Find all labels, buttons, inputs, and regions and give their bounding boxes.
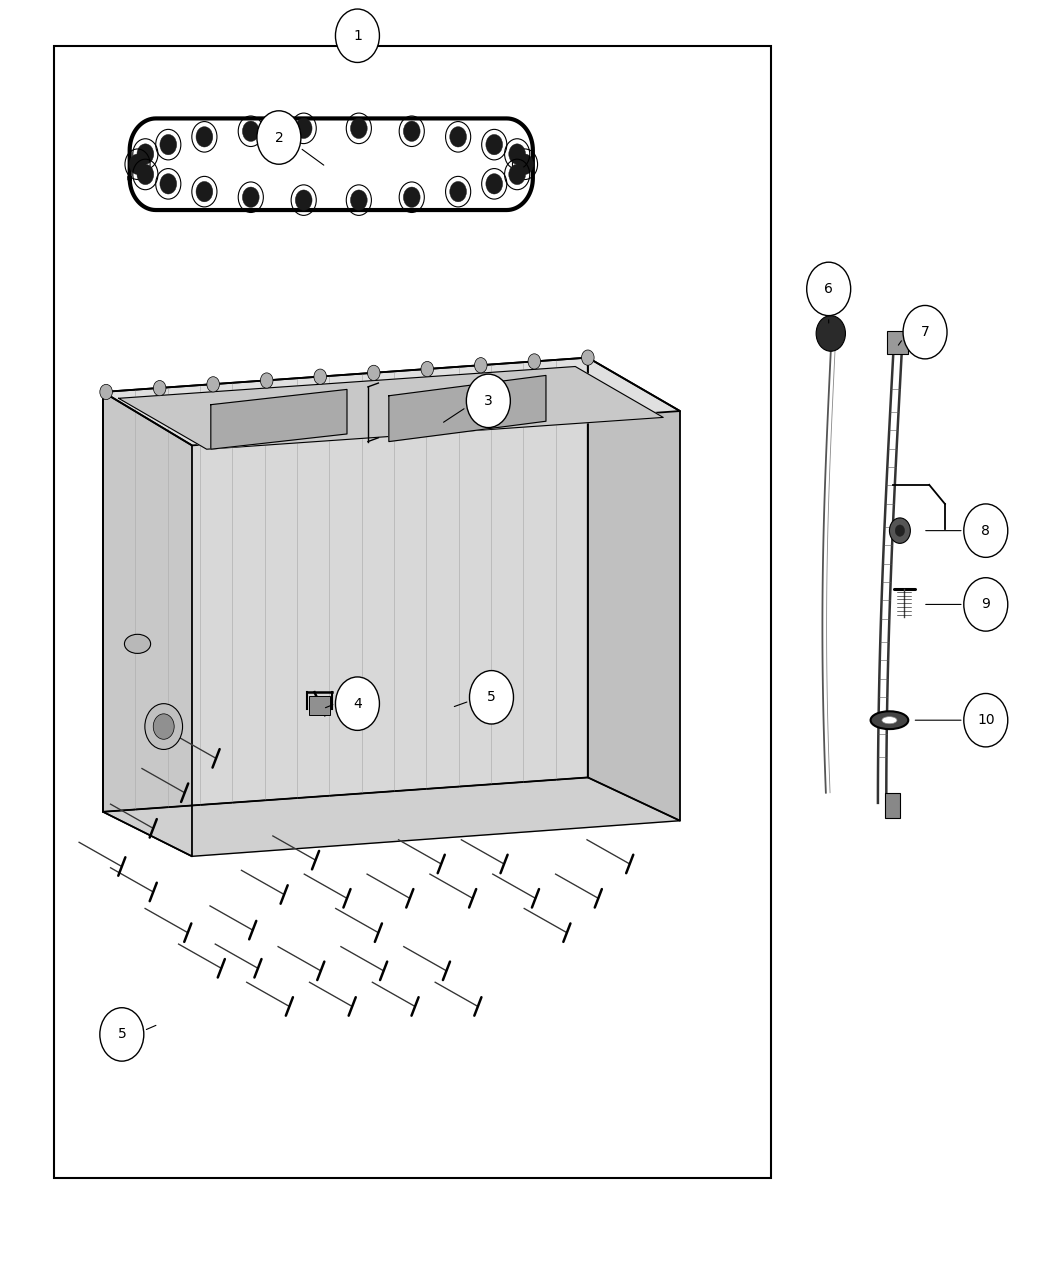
Polygon shape [588, 357, 680, 821]
Circle shape [136, 144, 153, 164]
Circle shape [295, 190, 312, 210]
Text: 1: 1 [353, 29, 362, 43]
Circle shape [100, 384, 112, 399]
Circle shape [243, 121, 259, 142]
Circle shape [368, 365, 380, 380]
Circle shape [475, 357, 487, 372]
Bar [887, 332, 908, 353]
Polygon shape [388, 375, 546, 441]
Polygon shape [103, 357, 588, 812]
Circle shape [136, 164, 153, 185]
Bar [310, 696, 330, 715]
Circle shape [421, 361, 434, 376]
Circle shape [816, 316, 845, 351]
Circle shape [257, 111, 301, 164]
Circle shape [351, 190, 368, 210]
Text: 8: 8 [982, 524, 990, 538]
Circle shape [582, 349, 594, 365]
Circle shape [160, 173, 176, 194]
Circle shape [153, 380, 166, 395]
Polygon shape [119, 366, 664, 449]
Circle shape [449, 181, 466, 201]
Circle shape [517, 154, 533, 175]
Ellipse shape [870, 711, 908, 729]
Polygon shape [103, 778, 680, 857]
Text: 9: 9 [982, 598, 990, 612]
Circle shape [160, 134, 176, 154]
Text: 5: 5 [487, 690, 496, 704]
Circle shape [896, 525, 905, 537]
Circle shape [449, 126, 466, 147]
Text: 3: 3 [484, 394, 492, 408]
Bar [885, 793, 900, 819]
Circle shape [509, 164, 526, 185]
Circle shape [486, 134, 503, 154]
Circle shape [403, 121, 420, 142]
Circle shape [145, 704, 183, 750]
Text: 7: 7 [921, 325, 929, 339]
Text: 4: 4 [353, 696, 362, 710]
Polygon shape [103, 391, 192, 857]
Circle shape [964, 694, 1008, 747]
Circle shape [260, 372, 273, 388]
Circle shape [335, 9, 379, 62]
Text: 10: 10 [976, 713, 994, 727]
Circle shape [403, 187, 420, 208]
Circle shape [466, 374, 510, 427]
Circle shape [889, 518, 910, 543]
Circle shape [528, 353, 541, 368]
Circle shape [335, 677, 379, 731]
Bar [54, 46, 771, 1178]
Circle shape [964, 578, 1008, 631]
Circle shape [153, 714, 174, 740]
Circle shape [100, 1007, 144, 1061]
Circle shape [314, 368, 327, 384]
Text: 6: 6 [824, 282, 833, 296]
Circle shape [243, 187, 259, 208]
Circle shape [295, 119, 312, 139]
Circle shape [207, 376, 219, 391]
Circle shape [196, 126, 213, 147]
Circle shape [469, 671, 513, 724]
Circle shape [486, 173, 503, 194]
Circle shape [129, 154, 146, 175]
Circle shape [903, 306, 947, 358]
Circle shape [509, 144, 526, 164]
Circle shape [806, 263, 850, 316]
Text: 5: 5 [118, 1028, 126, 1042]
Polygon shape [211, 389, 346, 449]
Polygon shape [103, 357, 680, 445]
Circle shape [964, 504, 1008, 557]
Circle shape [196, 181, 213, 201]
Circle shape [351, 119, 368, 139]
Text: 2: 2 [274, 130, 284, 144]
Ellipse shape [125, 635, 150, 653]
Ellipse shape [882, 717, 897, 724]
